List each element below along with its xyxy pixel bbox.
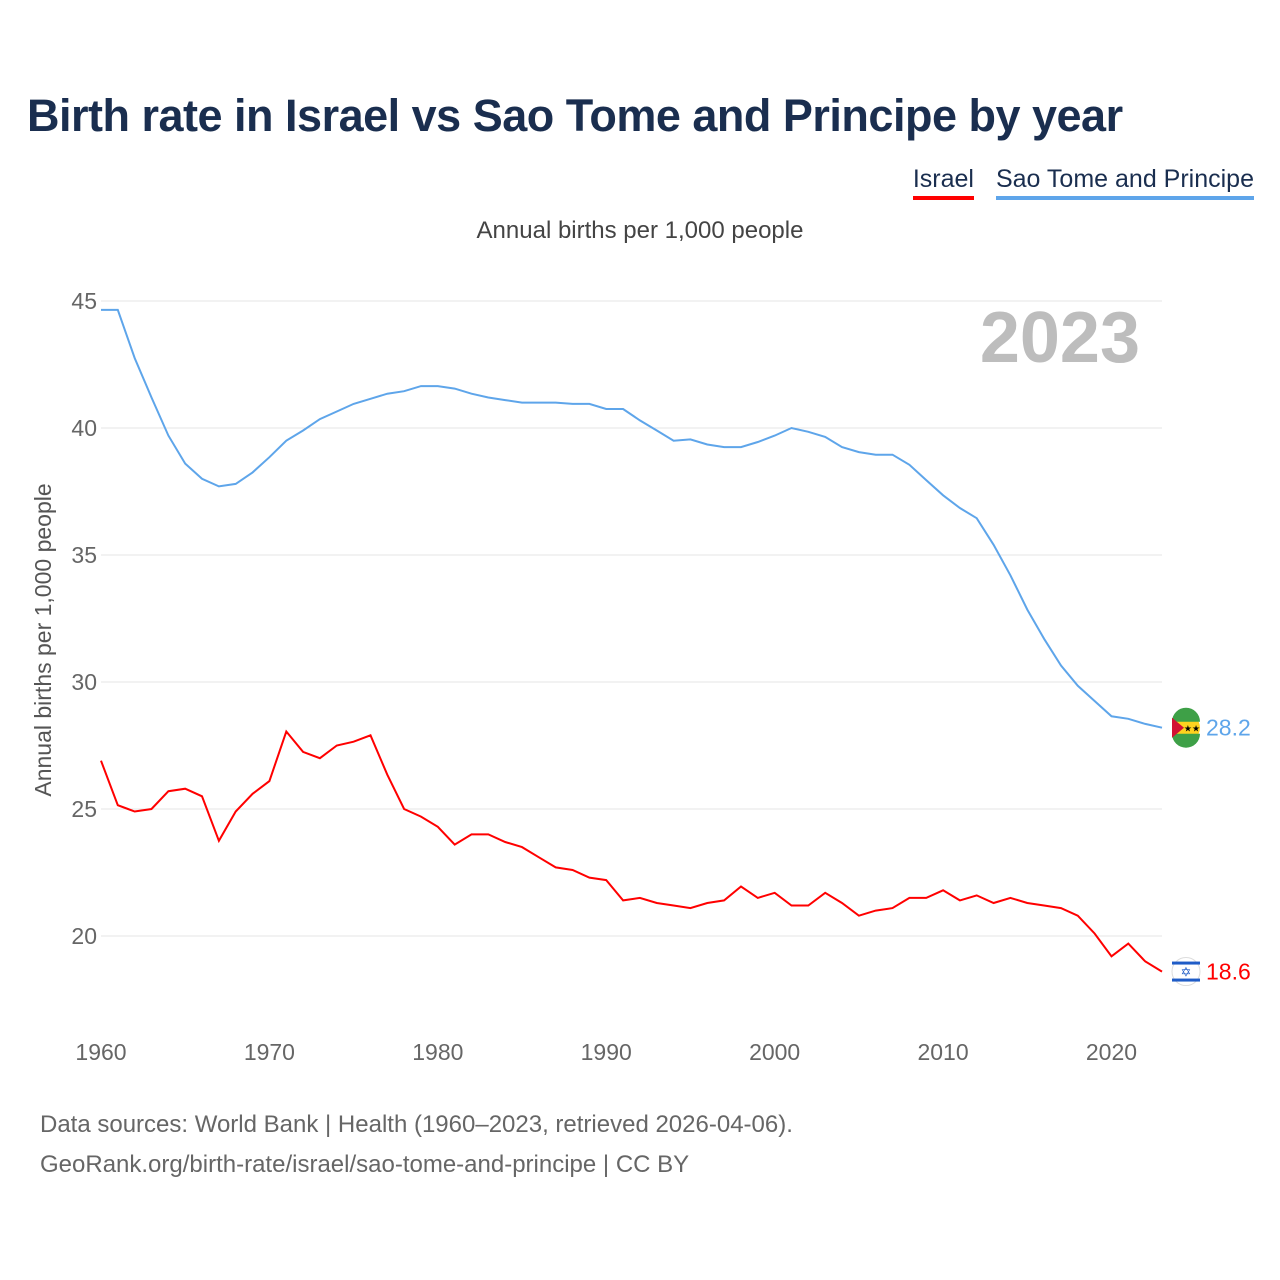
footer-link[interactable]: GeoRank.org/birth-rate/israel/sao-tome-a… <box>40 1151 690 1178</box>
x-tick-label: 1960 <box>75 1039 126 1065</box>
x-tick-label: 1980 <box>412 1039 463 1065</box>
legend-item-israel[interactable]: Israel <box>912 165 974 200</box>
y-tick-label: 30 <box>71 669 97 695</box>
sao-tome-flag-icon: ★★ <box>1172 707 1200 748</box>
legend-item-sao-tome[interactable]: Sao Tome and Principe <box>995 165 1254 200</box>
y-tick-label: 20 <box>71 923 97 949</box>
year-watermark: 2023 <box>980 298 1140 378</box>
israel-flag-icon: ✡ <box>1171 957 1201 987</box>
chart-subtitle: Annual births per 1,000 people <box>476 217 804 244</box>
footer: Data sources: World Bank | Health (1960–… <box>40 1105 793 1185</box>
svg-text:★★: ★★ <box>1184 724 1200 734</box>
y-tick-label: 45 <box>71 288 97 314</box>
footer-source: Data sources: World Bank | Health (1960–… <box>40 1111 793 1138</box>
x-tick-label: 1990 <box>581 1039 632 1065</box>
end-value-label: 28.2 <box>1206 715 1251 741</box>
x-tick-label: 1970 <box>244 1039 295 1065</box>
x-tick-label: 2000 <box>749 1039 800 1065</box>
series-line-sao-tome <box>101 308 1163 729</box>
end-value-label: 18.6 <box>1206 959 1251 985</box>
legend: Israel Sao Tome and Principe <box>912 165 1254 200</box>
y-tick-label: 40 <box>71 415 97 441</box>
y-tick-label: 35 <box>71 542 97 568</box>
series-line-israel <box>100 729 1163 973</box>
svg-text:✡: ✡ <box>1181 965 1192 980</box>
chart-title: Birth rate in Israel vs Sao Tome and Pri… <box>27 90 1123 141</box>
x-tick-label: 2010 <box>917 1039 968 1065</box>
x-tick-label: 2020 <box>1086 1039 1137 1065</box>
y-tick-label: 25 <box>71 796 97 822</box>
y-axis-label: Annual births per 1,000 people <box>30 483 56 796</box>
gridlines: 20 25 30 35 40 45 1960 1970 1980 1990 2000 2010 2020 <box>71 288 1162 1065</box>
